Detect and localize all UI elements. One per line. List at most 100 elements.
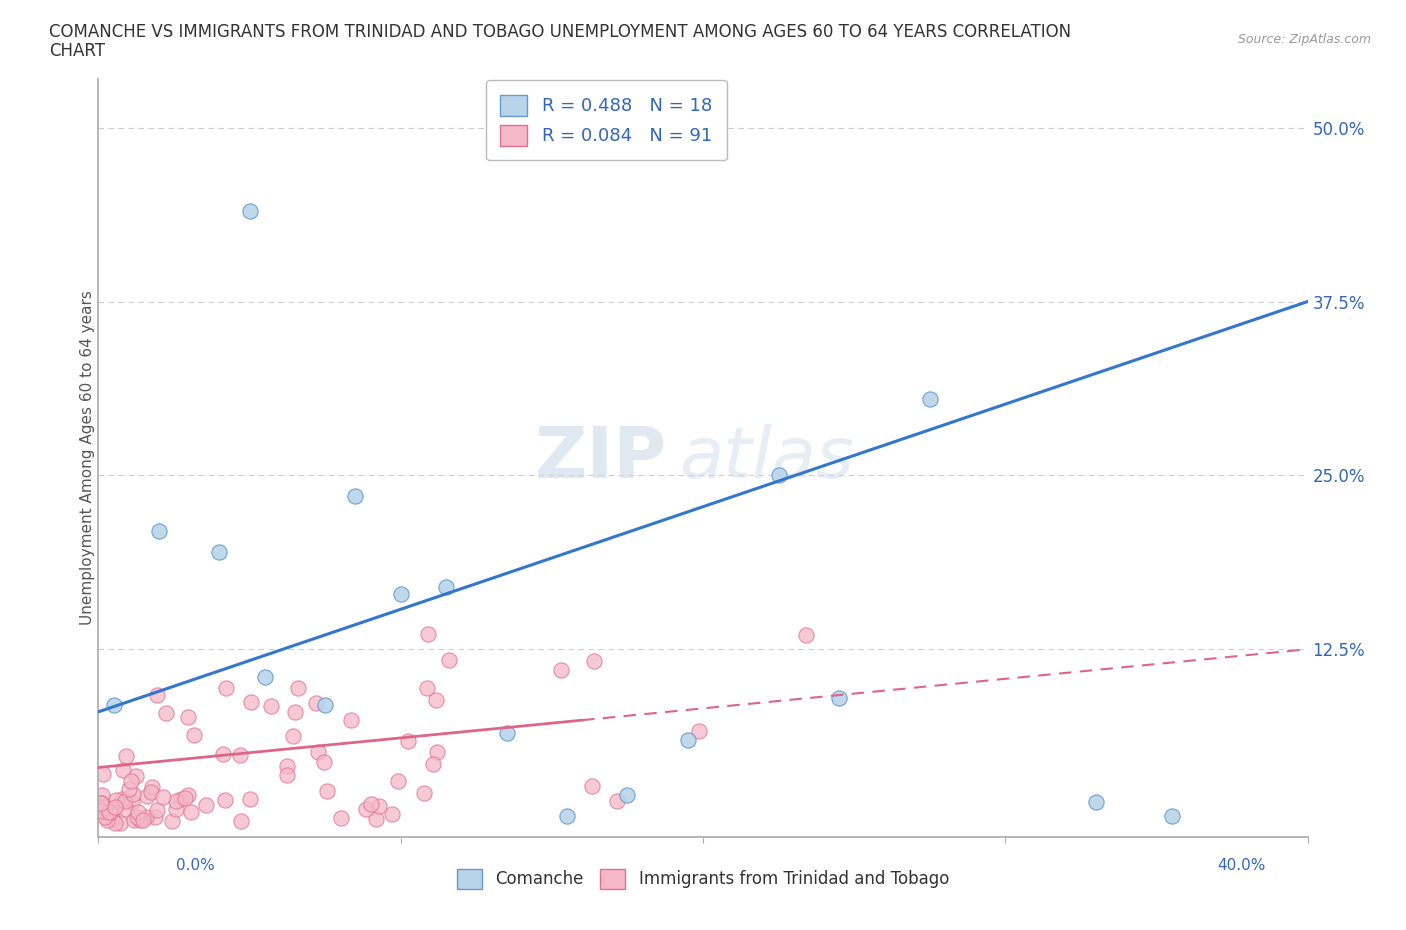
Point — [111, 763, 134, 777]
Point — [103, 698, 125, 712]
Point — [307, 745, 329, 760]
Point — [127, 810, 149, 825]
Point — [239, 791, 262, 806]
Point — [495, 725, 517, 740]
Point — [555, 809, 578, 824]
Point — [425, 693, 447, 708]
Point — [141, 779, 163, 794]
Point — [103, 802, 125, 817]
Point — [426, 744, 449, 759]
Point — [98, 804, 121, 819]
Point — [91, 798, 114, 813]
Point — [582, 653, 605, 668]
Point — [214, 681, 236, 696]
Point — [96, 812, 118, 827]
Point — [239, 204, 262, 219]
Point — [389, 586, 412, 601]
Point — [90, 804, 112, 818]
Point — [93, 809, 115, 824]
Point — [110, 791, 132, 806]
Point — [104, 816, 127, 830]
Text: 0.0%: 0.0% — [176, 857, 215, 872]
Point — [127, 804, 149, 819]
Point — [121, 787, 143, 802]
Point — [281, 729, 304, 744]
Point — [101, 812, 124, 827]
Point — [360, 796, 382, 811]
Point — [354, 802, 377, 817]
Point — [340, 712, 363, 727]
Point — [305, 696, 328, 711]
Point — [381, 806, 404, 821]
Legend: Comanche, Immigrants from Trinidad and Tobago: Comanche, Immigrants from Trinidad and T… — [449, 861, 957, 897]
Point — [155, 706, 177, 721]
Point — [128, 812, 150, 827]
Point — [437, 652, 460, 667]
Text: atlas: atlas — [679, 423, 853, 493]
Point — [174, 790, 197, 805]
Point — [616, 788, 638, 803]
Point — [253, 670, 276, 684]
Point — [90, 796, 112, 811]
Point — [416, 681, 439, 696]
Point — [676, 732, 699, 747]
Point — [105, 792, 128, 807]
Point — [170, 792, 193, 807]
Point — [91, 766, 114, 781]
Point — [214, 792, 236, 807]
Point — [108, 816, 131, 830]
Text: CHART: CHART — [49, 42, 105, 60]
Point — [314, 754, 336, 769]
Point — [183, 727, 205, 742]
Point — [148, 524, 170, 538]
Point — [180, 804, 202, 819]
Point — [98, 804, 121, 819]
Point — [688, 724, 710, 738]
Point — [344, 489, 367, 504]
Point — [115, 749, 138, 764]
Point — [918, 392, 941, 406]
Point — [581, 778, 603, 793]
Point — [315, 783, 337, 798]
Point — [284, 705, 307, 720]
Point — [260, 699, 283, 714]
Point — [330, 811, 353, 826]
Point — [287, 681, 309, 696]
Point — [794, 627, 817, 642]
Point — [96, 804, 118, 819]
Text: ZIP: ZIP — [534, 423, 666, 493]
Point — [91, 788, 114, 803]
Point — [135, 810, 157, 825]
Point — [121, 794, 143, 809]
Point — [606, 793, 628, 808]
Point — [120, 774, 142, 789]
Point — [211, 747, 233, 762]
Point — [145, 688, 167, 703]
Point — [1160, 809, 1182, 824]
Point — [114, 793, 136, 808]
Point — [229, 747, 252, 762]
Point — [276, 758, 298, 773]
Point — [434, 579, 457, 594]
Point — [364, 811, 387, 826]
Point — [422, 757, 444, 772]
Point — [195, 797, 218, 812]
Point — [768, 468, 790, 483]
Point — [160, 813, 183, 828]
Point — [177, 788, 200, 803]
Point — [314, 698, 336, 712]
Point — [139, 784, 162, 799]
Point — [387, 774, 409, 789]
Point — [412, 786, 434, 801]
Point — [135, 789, 157, 804]
Y-axis label: Unemployment Among Ages 60 to 64 years: Unemployment Among Ages 60 to 64 years — [80, 290, 94, 626]
Point — [122, 813, 145, 828]
Point — [367, 799, 389, 814]
Point — [165, 793, 187, 808]
Point — [115, 802, 138, 817]
Point — [152, 790, 174, 804]
Point — [550, 662, 572, 677]
Point — [231, 814, 253, 829]
Point — [1085, 795, 1108, 810]
Point — [828, 690, 851, 705]
